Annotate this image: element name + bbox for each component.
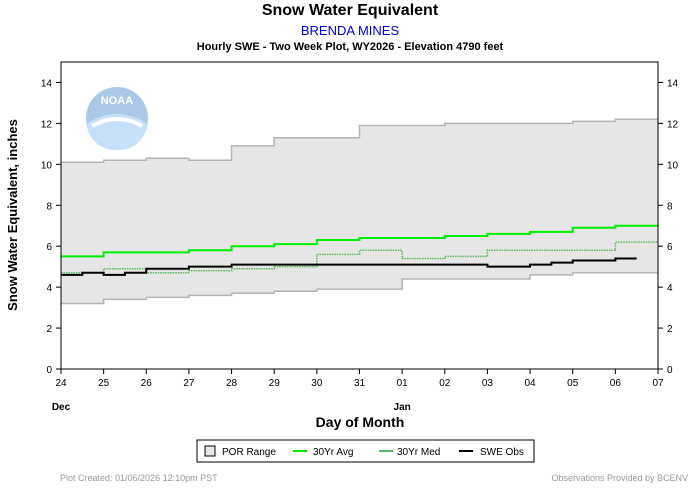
por-range-band [61, 119, 658, 304]
legend-label-obs: SWE Obs [480, 447, 524, 458]
observations-credit: Observations Provided by BCENV [551, 473, 688, 483]
x-tick-label: 05 [567, 378, 579, 389]
month-label: Jan [394, 402, 411, 413]
y-tick-label-left: 4 [46, 283, 52, 294]
plot-created-text: Plot Created: 01/06/2026 12:10pm PST [60, 473, 218, 483]
x-tick-label: 26 [141, 378, 153, 389]
x-tick-label: 06 [610, 378, 622, 389]
legend-label-por: POR Range [222, 447, 276, 458]
y-tick-label-right: 4 [667, 283, 673, 294]
chart-title: Snow Water Equivalent [261, 2, 439, 19]
series-swe-obs [61, 257, 637, 276]
month-label: Dec [52, 402, 71, 413]
x-tick-label: 27 [183, 378, 195, 389]
y-tick-label-left: 2 [46, 324, 52, 335]
por-range-upper-edge [61, 118, 658, 164]
noaa-logo-text: NOAA [101, 95, 133, 107]
legend-swatch-por [204, 445, 216, 457]
x-tick-label: 04 [525, 378, 537, 389]
noaa-logo: NOAA [86, 87, 148, 150]
x-tick-label: 31 [354, 378, 366, 389]
legend-label-avg: 30Yr Avg [313, 447, 353, 458]
legend: POR Range 30Yr Avg 30Yr Med SWE Obs [196, 439, 535, 463]
x-tick-label: 03 [482, 378, 494, 389]
y-tick-label-right: 12 [667, 119, 679, 130]
series-30yr-avg [61, 224, 658, 258]
y-tick-label-right: 2 [667, 324, 673, 335]
y-tick-label-left: 12 [41, 119, 53, 130]
y-tick-label-left: 6 [46, 242, 52, 253]
por-range-lower-edge [61, 272, 658, 305]
x-tick-label: 01 [397, 378, 409, 389]
x-tick-label: 07 [652, 378, 664, 389]
x-tick-label: 28 [226, 378, 238, 389]
y-tick-label-left: 8 [46, 201, 52, 212]
legend-box [196, 439, 535, 463]
x-tick-label: 30 [311, 378, 323, 389]
station-name: BRENDA MINES [300, 23, 400, 38]
y-tick-label-right: 14 [667, 78, 679, 89]
x-tick-label: 29 [269, 378, 281, 389]
x-tick-label: 25 [98, 378, 110, 389]
series-30yr-med [61, 241, 658, 274]
x-axis-label: Day of Month [316, 414, 405, 430]
x-tick-label: 02 [439, 378, 451, 389]
y-tick-label-right: 0 [667, 365, 673, 376]
y-tick-label-left: 10 [41, 160, 53, 171]
y-axis-label: Snow Water Equivalent, inches [5, 119, 20, 311]
x-tick-label: 24 [55, 378, 67, 389]
chart-subtitle: Hourly SWE - Two Week Plot, WY2026 - Ele… [196, 41, 504, 53]
y-tick-label-right: 10 [667, 160, 679, 171]
y-tick-label-right: 6 [667, 242, 673, 253]
legend-label-med: 30Yr Med [397, 447, 440, 458]
y-tick-label-left: 14 [41, 78, 53, 89]
y-tick-label-left: 0 [46, 365, 52, 376]
y-tick-label-right: 8 [667, 201, 673, 212]
